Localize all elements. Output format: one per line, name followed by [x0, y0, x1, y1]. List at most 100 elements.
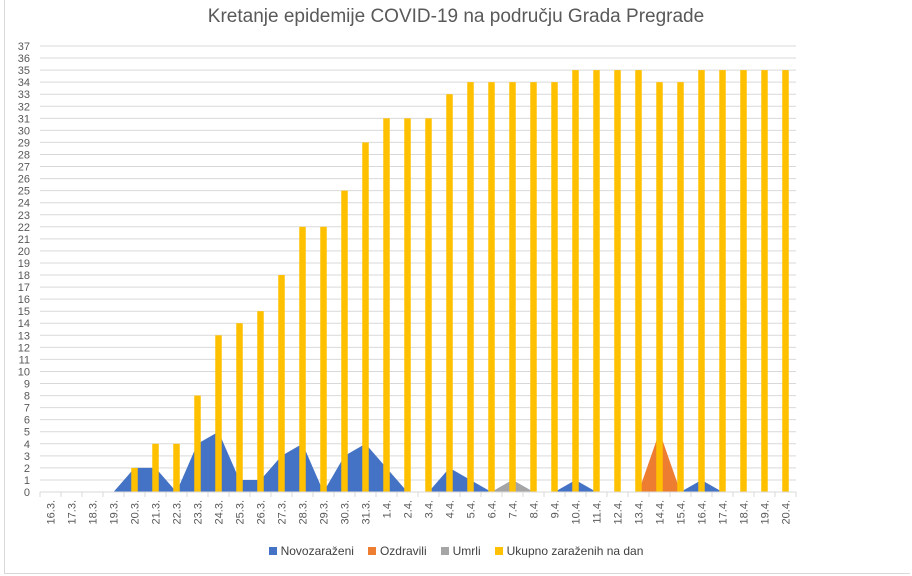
- bar: [236, 323, 243, 492]
- bar: [593, 70, 600, 493]
- y-tick-label: 1: [24, 475, 30, 487]
- bar: [215, 335, 222, 492]
- y-tick-label: 16: [18, 294, 30, 306]
- y-tick-label: 13: [18, 330, 30, 342]
- y-tick-label: 31: [18, 113, 30, 125]
- y-tick-label: 25: [18, 186, 30, 198]
- y-tick-label: 24: [18, 198, 30, 210]
- x-tick-label: 16.3.: [46, 500, 58, 524]
- y-tick-label: 23: [18, 210, 30, 222]
- y-tick-label: 6: [24, 415, 30, 427]
- x-tick-label: 26.3.: [256, 500, 268, 524]
- legend-swatch: [268, 547, 277, 555]
- bar: [740, 70, 747, 493]
- y-tick-label: 35: [18, 65, 30, 77]
- legend-label: Ozdravili: [379, 544, 427, 558]
- bar: [488, 82, 495, 492]
- y-tick-label: 36: [18, 53, 30, 65]
- y-tick-label: 14: [18, 318, 30, 330]
- area-series: [50, 431, 786, 492]
- x-tick-label: 17.4.: [718, 500, 730, 524]
- bar: [425, 118, 432, 492]
- bar: [719, 70, 726, 493]
- axes: 0123456789101112131415161718192021222324…: [18, 41, 797, 524]
- x-tick-label: 28.3.: [298, 500, 310, 524]
- bar: [152, 443, 159, 492]
- bar: [467, 82, 474, 492]
- y-tick-label: 3: [24, 451, 30, 463]
- bar: [299, 226, 306, 493]
- x-tick-label: 27.3.: [277, 500, 289, 524]
- y-tick-label: 15: [18, 306, 30, 318]
- y-tick-label: 4: [24, 439, 30, 451]
- x-tick-label: 29.3.: [319, 500, 331, 524]
- bar: [509, 82, 516, 492]
- x-tick-label: 9.4.: [550, 500, 562, 518]
- y-tick-label: 30: [18, 125, 30, 137]
- gridlines: [40, 45, 796, 481]
- bar: [551, 82, 558, 492]
- x-tick-label: 21.3.: [151, 500, 163, 524]
- bar: [341, 190, 348, 492]
- y-tick-label: 0: [24, 487, 30, 499]
- y-tick-label: 26: [18, 174, 30, 186]
- legend-swatch: [367, 547, 376, 555]
- legend-item: Novozaraženi: [268, 544, 354, 558]
- bar: [131, 467, 138, 492]
- x-tick-label: 1.4.: [382, 500, 394, 518]
- bar: [761, 70, 768, 493]
- y-tick-label: 12: [18, 342, 30, 354]
- legend-swatch: [494, 547, 503, 555]
- x-tick-label: 13.4.: [634, 500, 646, 524]
- bar: [173, 443, 180, 492]
- legend-item: Umrli: [440, 544, 481, 558]
- y-tick-label: 11: [19, 354, 30, 366]
- chart-frame: [4, 0, 910, 574]
- y-tick-label: 27: [18, 162, 30, 174]
- y-tick-label: 32: [18, 101, 30, 113]
- area-0: [50, 431, 786, 492]
- x-tick-label: 14.4.: [655, 500, 667, 524]
- bar: [194, 395, 201, 492]
- y-tick-label: 20: [18, 246, 30, 258]
- y-tick-label: 5: [24, 427, 30, 439]
- x-tick-label: 3.4.: [424, 500, 436, 518]
- x-tick-label: 20.3.: [130, 500, 142, 524]
- legend-swatch: [440, 547, 449, 555]
- y-tick-label: 33: [18, 89, 30, 101]
- bar: [782, 70, 789, 493]
- x-tick-label: 10.4.: [571, 500, 583, 524]
- y-tick-label: 9: [24, 379, 30, 391]
- bar: [635, 70, 642, 493]
- x-tick-label: 22.3.: [172, 500, 184, 524]
- x-tick-label: 19.3.: [109, 500, 121, 524]
- bar: [320, 226, 327, 493]
- x-tick-label: 4.4.: [445, 500, 457, 518]
- bar: [362, 142, 369, 492]
- bar: [446, 94, 453, 492]
- bar: [656, 82, 663, 492]
- bar: [698, 70, 705, 493]
- y-tick-label: 28: [18, 149, 30, 161]
- x-tick-label: 25.3.: [235, 500, 247, 524]
- x-tick-label: 6.4.: [487, 500, 499, 518]
- y-tick-label: 2: [24, 463, 30, 475]
- legend-item: Ukupno zaraženih na dan: [494, 544, 644, 558]
- bar: [614, 70, 621, 493]
- legend-label: Novozaraženi: [280, 544, 354, 558]
- x-tick-label: 12.4.: [613, 500, 625, 524]
- x-tick-label: 8.4.: [529, 500, 541, 518]
- x-tick-label: 20.4.: [781, 500, 793, 524]
- y-tick-label: 19: [18, 258, 30, 270]
- legend-label: Ukupno zaraženih na dan: [506, 544, 644, 558]
- y-tick-label: 8: [24, 391, 30, 403]
- y-tick-label: 10: [18, 366, 30, 378]
- y-tick-label: 29: [18, 137, 30, 149]
- x-tick-label: 31.3.: [361, 500, 373, 524]
- bar: [404, 118, 411, 492]
- y-tick-label: 34: [18, 77, 30, 89]
- y-tick-label: 37: [18, 41, 30, 53]
- x-tick-label: 17.3.: [67, 500, 79, 524]
- bar: [530, 82, 537, 492]
